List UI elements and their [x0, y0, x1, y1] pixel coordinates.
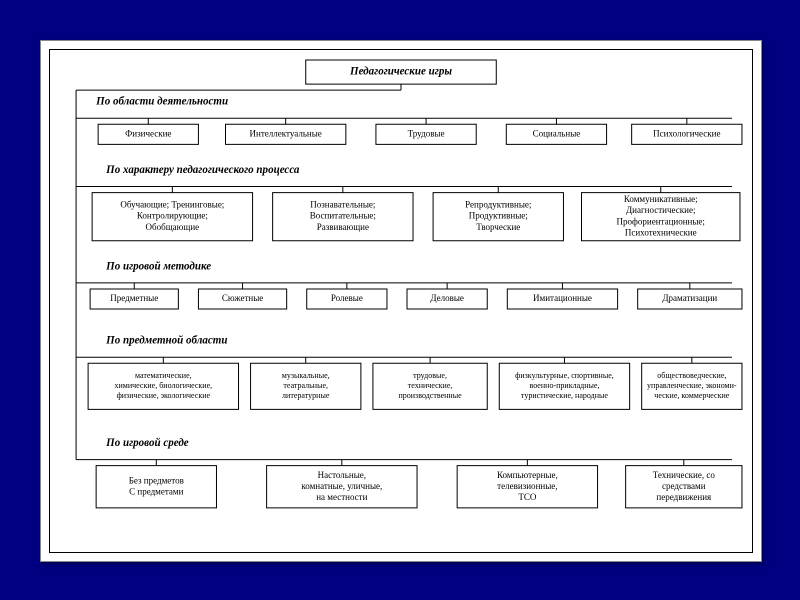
leaf-text-3-3-1: военно-прикладные,: [529, 381, 599, 390]
leaf-text-1-1-1: Воспитательные;: [310, 211, 376, 221]
section-heading-4: По игровой среде: [105, 437, 189, 449]
leaf-text-4-1-1: комнатные, уличные,: [301, 481, 382, 491]
leaf-text-3-4-2: ческие, коммерческие: [654, 391, 729, 400]
leaf-text-3-0-0: математические,: [135, 371, 192, 380]
leaf-text-2-3-0: Деловые: [430, 293, 464, 303]
leaf-text-0-4-0: Психологические: [653, 128, 720, 138]
leaf-text-2-1-0: Сюжетные: [222, 293, 263, 303]
leaf-text-1-3-1: Диагностические;: [626, 205, 695, 215]
leaf-text-1-1-0: Познавательные;: [310, 200, 375, 210]
leaf-text-1-0-0: Обучающие; Тренинговые;: [120, 200, 224, 210]
root-title: Педагогические игры: [349, 66, 452, 78]
leaf-text-1-3-0: Коммуникативные;: [624, 194, 698, 204]
leaf-text-0-3-0: Социальные: [533, 128, 581, 138]
section-heading-1: По характеру педагогического процесса: [105, 164, 300, 176]
leaf-text-3-2-0: трудовые,: [413, 371, 447, 380]
leaf-text-3-1-1: театральные,: [283, 381, 328, 390]
leaf-text-3-0-2: физические, экологические: [117, 391, 211, 400]
leaf-text-4-0-0: Без предметов: [129, 475, 184, 485]
leaf-text-2-4-0: Имитационные: [533, 293, 592, 303]
leaf-text-2-0-0: Предметные: [110, 293, 158, 303]
leaf-text-4-0-1: С предметами: [129, 486, 184, 496]
section-heading-3: По предметной области: [105, 335, 227, 347]
leaf-text-4-3-0: Технические, со: [653, 470, 716, 480]
leaf-text-3-2-1: технические,: [408, 381, 453, 390]
leaf-text-4-1-2: на местности: [316, 492, 367, 502]
section-heading-2: По игровой методике: [105, 260, 211, 272]
leaf-text-4-3-2: передвижения: [656, 492, 711, 502]
diagram-svg: Педагогические игры По области деятельнос…: [50, 50, 752, 552]
section-heading-0: По области деятельности: [95, 96, 228, 108]
leaf-text-4-2-2: ТСО: [518, 492, 537, 502]
leaf-text-1-0-1: Контролирующие;: [137, 211, 208, 221]
leaf-text-0-0-0: Физические: [125, 128, 171, 138]
leaf-text-1-1-2: Развивающие: [317, 222, 369, 232]
slide-page: Педагогические игры По области деятельнос…: [40, 40, 762, 562]
leaf-text-3-1-0: музыкальные,: [282, 371, 330, 380]
leaf-text-4-3-1: средствами: [662, 481, 706, 491]
leaf-text-1-3-3: Психотехнические: [625, 227, 697, 237]
leaf-text-4-2-1: телевизионные,: [497, 481, 557, 491]
leaf-text-0-1-0: Интеллектуальные: [250, 128, 322, 138]
leaf-text-3-2-2: производственные: [398, 391, 462, 400]
leaf-text-1-3-2: Профориентационные;: [617, 216, 705, 226]
leaf-text-3-4-1: управленческие, экономи-: [647, 381, 737, 390]
leaf-text-0-2-0: Трудовые: [408, 128, 445, 138]
leaf-text-4-1-0: Настольные,: [318, 470, 366, 480]
leaf-text-3-1-2: литературные: [282, 391, 330, 400]
classification-diagram: Педагогические игры По области деятельнос…: [49, 49, 753, 553]
leaf-text-3-3-2: туристические, народные: [521, 391, 608, 400]
leaf-text-3-3-0: физкультурные, спортивные,: [515, 371, 614, 380]
leaf-text-1-2-0: Репродуктивные;: [465, 200, 531, 210]
leaf-text-1-2-2: Творческие: [476, 222, 520, 232]
leaf-text-2-2-0: Ролевые: [331, 293, 363, 303]
leaf-text-1-0-2: Обобщающие: [146, 222, 200, 232]
leaf-text-3-0-1: химические, биологические,: [114, 381, 212, 390]
leaf-text-2-5-0: Драматизации: [662, 293, 717, 303]
leaf-text-4-2-0: Компьютерные,: [497, 470, 558, 480]
leaf-text-1-2-1: Продуктивные;: [469, 211, 528, 221]
leaf-text-3-4-0: обществоведческие,: [657, 371, 726, 380]
